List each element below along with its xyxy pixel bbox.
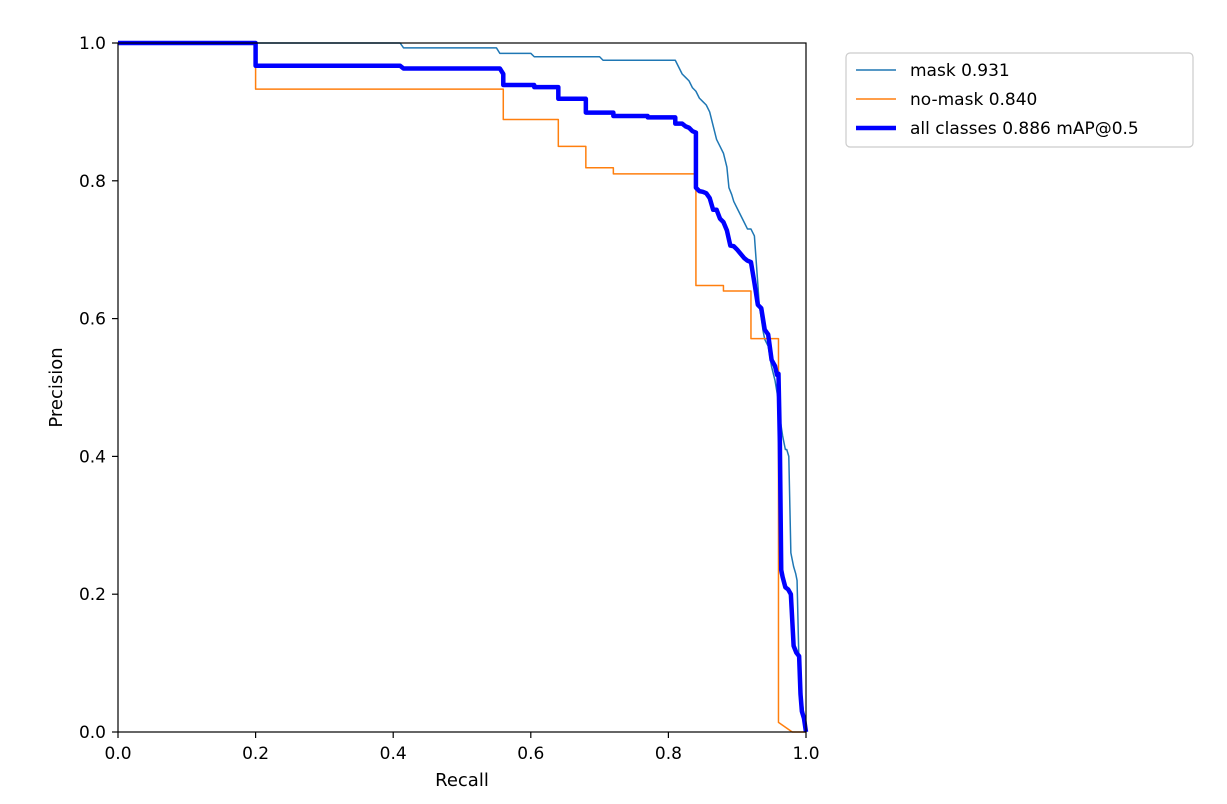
x-axis-ticks: 0.0 0.2 0.4 0.6 0.8 1.0 <box>104 732 820 764</box>
y-tick-label: 1.0 <box>79 34 106 54</box>
y-tick-label: 0.4 <box>79 447 106 467</box>
legend-label-2: all classes 0.886 mAP@0.5 <box>910 119 1139 139</box>
legend: mask 0.931 no-mask 0.840 all classes 0.886… <box>845 52 1194 148</box>
series-line-2 <box>118 40 809 733</box>
y-axis-label: Precision <box>46 347 67 427</box>
plot-area <box>118 40 809 733</box>
y-tick-label: 0.8 <box>79 172 106 192</box>
x-tick-label: 0.2 <box>242 744 269 764</box>
x-tick-label: 1.0 <box>792 744 819 764</box>
x-tick-label: 0.4 <box>380 744 407 764</box>
y-axis-ticks: 0.0 0.2 0.4 0.6 0.8 1.0 <box>79 34 118 743</box>
x-axis-label: Recall <box>435 770 489 791</box>
legend-box <box>845 52 1194 148</box>
series-line-0 <box>118 42 807 733</box>
axes-frame <box>117 42 807 733</box>
axes-border <box>117 42 807 733</box>
x-tick-label: 0.8 <box>655 744 682 764</box>
legend-label-1: no-mask 0.840 <box>910 90 1037 110</box>
y-tick-label: 0.2 <box>79 585 106 605</box>
x-tick-label: 0.0 <box>104 744 131 764</box>
y-tick-label: 0.0 <box>79 723 106 743</box>
x-tick-label: 0.6 <box>517 744 544 764</box>
legend-label-0: mask 0.931 <box>910 61 1010 81</box>
series-line-1 <box>118 42 806 733</box>
y-tick-label: 0.6 <box>79 310 106 330</box>
